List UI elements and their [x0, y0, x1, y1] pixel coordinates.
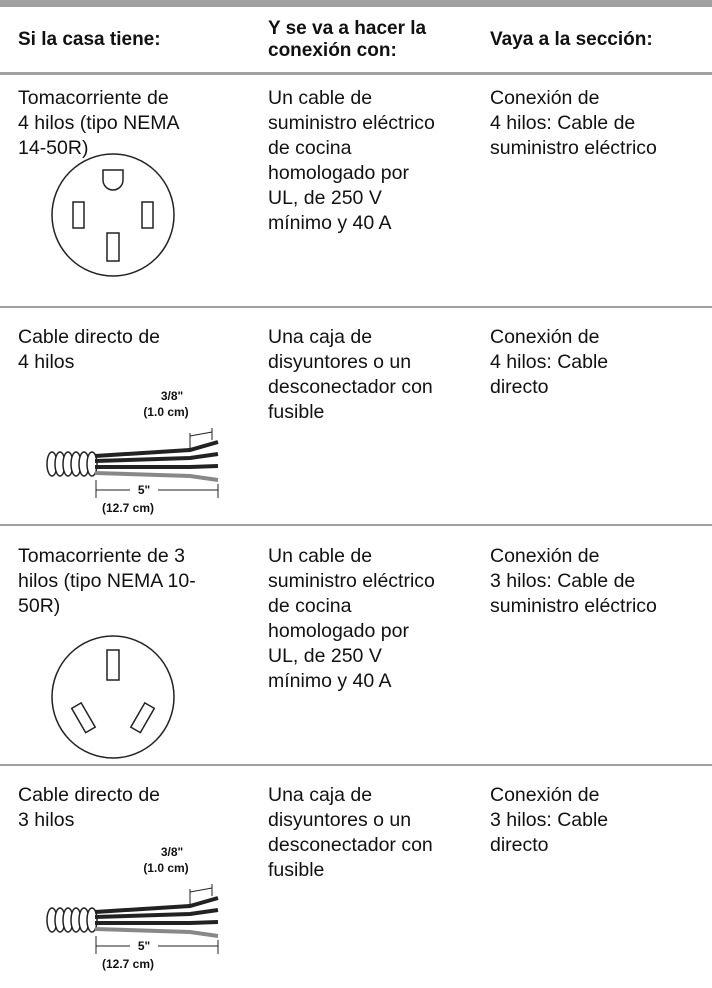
text-line: UL, de 250 V: [268, 187, 382, 209]
text-line: de cocina: [268, 595, 352, 617]
figure-label: (1.0 cm): [143, 405, 188, 419]
text-line: directo: [490, 376, 549, 398]
cable-drawing: [46, 884, 219, 954]
text-line: Tomacorriente de 3: [18, 545, 185, 567]
text-line: directo: [490, 834, 549, 856]
table-cell: Tomacorriente de 4 hilos (tipo NEMA 14-50R…: [18, 86, 179, 161]
text-line: Cable directo de: [18, 326, 161, 348]
table-cell: Un cable de suministro eléctrico de cocina…: [268, 544, 435, 694]
text-line: hilos (tipo NEMA 10-: [18, 570, 196, 592]
table-cell: Cable directo de 3 hilos: [18, 783, 160, 833]
text-line: 4 hilos: Cable: [490, 351, 609, 373]
text-line: Tomacorriente de: [18, 87, 169, 109]
text-line: fusible: [268, 859, 325, 881]
text-line: Si la casa tiene:: [18, 29, 161, 50]
header-cell: Y se va a hacer la conexión con:: [268, 18, 426, 62]
table-cell: Una caja de disyuntores o un desconectador…: [268, 325, 433, 425]
header-rule: [0, 72, 712, 75]
table-cell: Cable directo de 4 hilos: [18, 325, 160, 375]
text-line: UL, de 250 V: [268, 645, 382, 667]
text-line: Conexión de: [490, 326, 600, 348]
figure-label: (1.0 cm): [143, 861, 188, 875]
text-line: desconectador con: [268, 376, 433, 398]
text-line: Conexión de: [490, 784, 600, 806]
text-line: Conexión de: [490, 87, 600, 109]
text-line: Vaya a la sección:: [490, 29, 653, 50]
top-rule: [0, 0, 712, 7]
text-line: disyuntores o un: [268, 809, 412, 831]
text-line: Una caja de: [268, 784, 373, 806]
text-line: Un cable de: [268, 545, 373, 567]
figure-label: 5": [138, 939, 150, 953]
text-line: suministro eléctrico: [490, 595, 657, 617]
text-line: suministro eléctrico: [490, 137, 657, 159]
header-cell: Si la casa tiene:: [18, 29, 161, 51]
figure-label: 3/8": [161, 845, 183, 859]
text-line: 4 hilos: [18, 351, 75, 373]
text-line: Conexión de: [490, 545, 600, 567]
text-line: mínimo y 40 A: [268, 212, 392, 234]
text-line: Y se va a hacer la: [268, 18, 427, 39]
table-cell: Tomacorriente de 3 hilos (tipo NEMA 10- 50…: [18, 544, 196, 619]
text-line: 3 hilos: Cable: [490, 809, 609, 831]
text-line: fusible: [268, 401, 325, 423]
text-line: 50R): [18, 595, 61, 617]
text-line: Una caja de: [268, 326, 373, 348]
text-line: de cocina: [268, 137, 352, 159]
figure-label: 5": [138, 483, 150, 497]
table-cell: Una caja de disyuntores o un desconectador…: [268, 783, 433, 883]
table-cell: Conexión de 4 hilos: Cable de suministro e…: [490, 86, 657, 161]
cable-drawing: [46, 428, 219, 498]
text-line: Un cable de: [268, 87, 373, 109]
outlet-3-wire: [51, 635, 175, 759]
text-line: 4 hilos (tipo NEMA: [18, 112, 180, 134]
text-line: conexión con:: [268, 40, 397, 61]
text-line: homologado por: [268, 620, 409, 642]
text-line: disyuntores o un: [268, 351, 412, 373]
text-line: homologado por: [268, 162, 409, 184]
text-line: 3 hilos: [18, 809, 75, 831]
figure-label: (12.7 cm): [102, 957, 154, 971]
text-line: Cable directo de: [18, 784, 161, 806]
row-rule: [0, 524, 712, 526]
table-cell: Un cable de suministro eléctrico de cocina…: [268, 86, 435, 236]
figure-label: (12.7 cm): [102, 501, 154, 515]
row-rule: [0, 306, 712, 308]
cable-figure: 3/8" (1.0 cm) 5" (12.7 cm): [46, 389, 219, 515]
text-line: 4 hilos: Cable de: [490, 112, 636, 134]
table-cell: Conexión de 4 hilos: Cable directo: [490, 325, 608, 400]
text-line: suministro eléctrico: [268, 570, 435, 592]
row-rule: [0, 764, 712, 766]
text-line: suministro eléctrico: [268, 112, 435, 134]
header-cell: Vaya a la sección:: [490, 29, 653, 51]
cable-figure: 3/8" (1.0 cm) 5" (12.7 cm): [46, 845, 219, 971]
text-line: desconectador con: [268, 834, 433, 856]
text-line: 3 hilos: Cable de: [490, 570, 636, 592]
table-cell: Conexión de 3 hilos: Cable directo: [490, 783, 608, 858]
outlet-4-wire: [51, 153, 175, 277]
text-line: 14-50R): [18, 137, 89, 159]
figure-label: 3/8": [161, 389, 183, 403]
table-cell: Conexión de 3 hilos: Cable de suministro e…: [490, 544, 657, 619]
text-line: mínimo y 40 A: [268, 670, 392, 692]
